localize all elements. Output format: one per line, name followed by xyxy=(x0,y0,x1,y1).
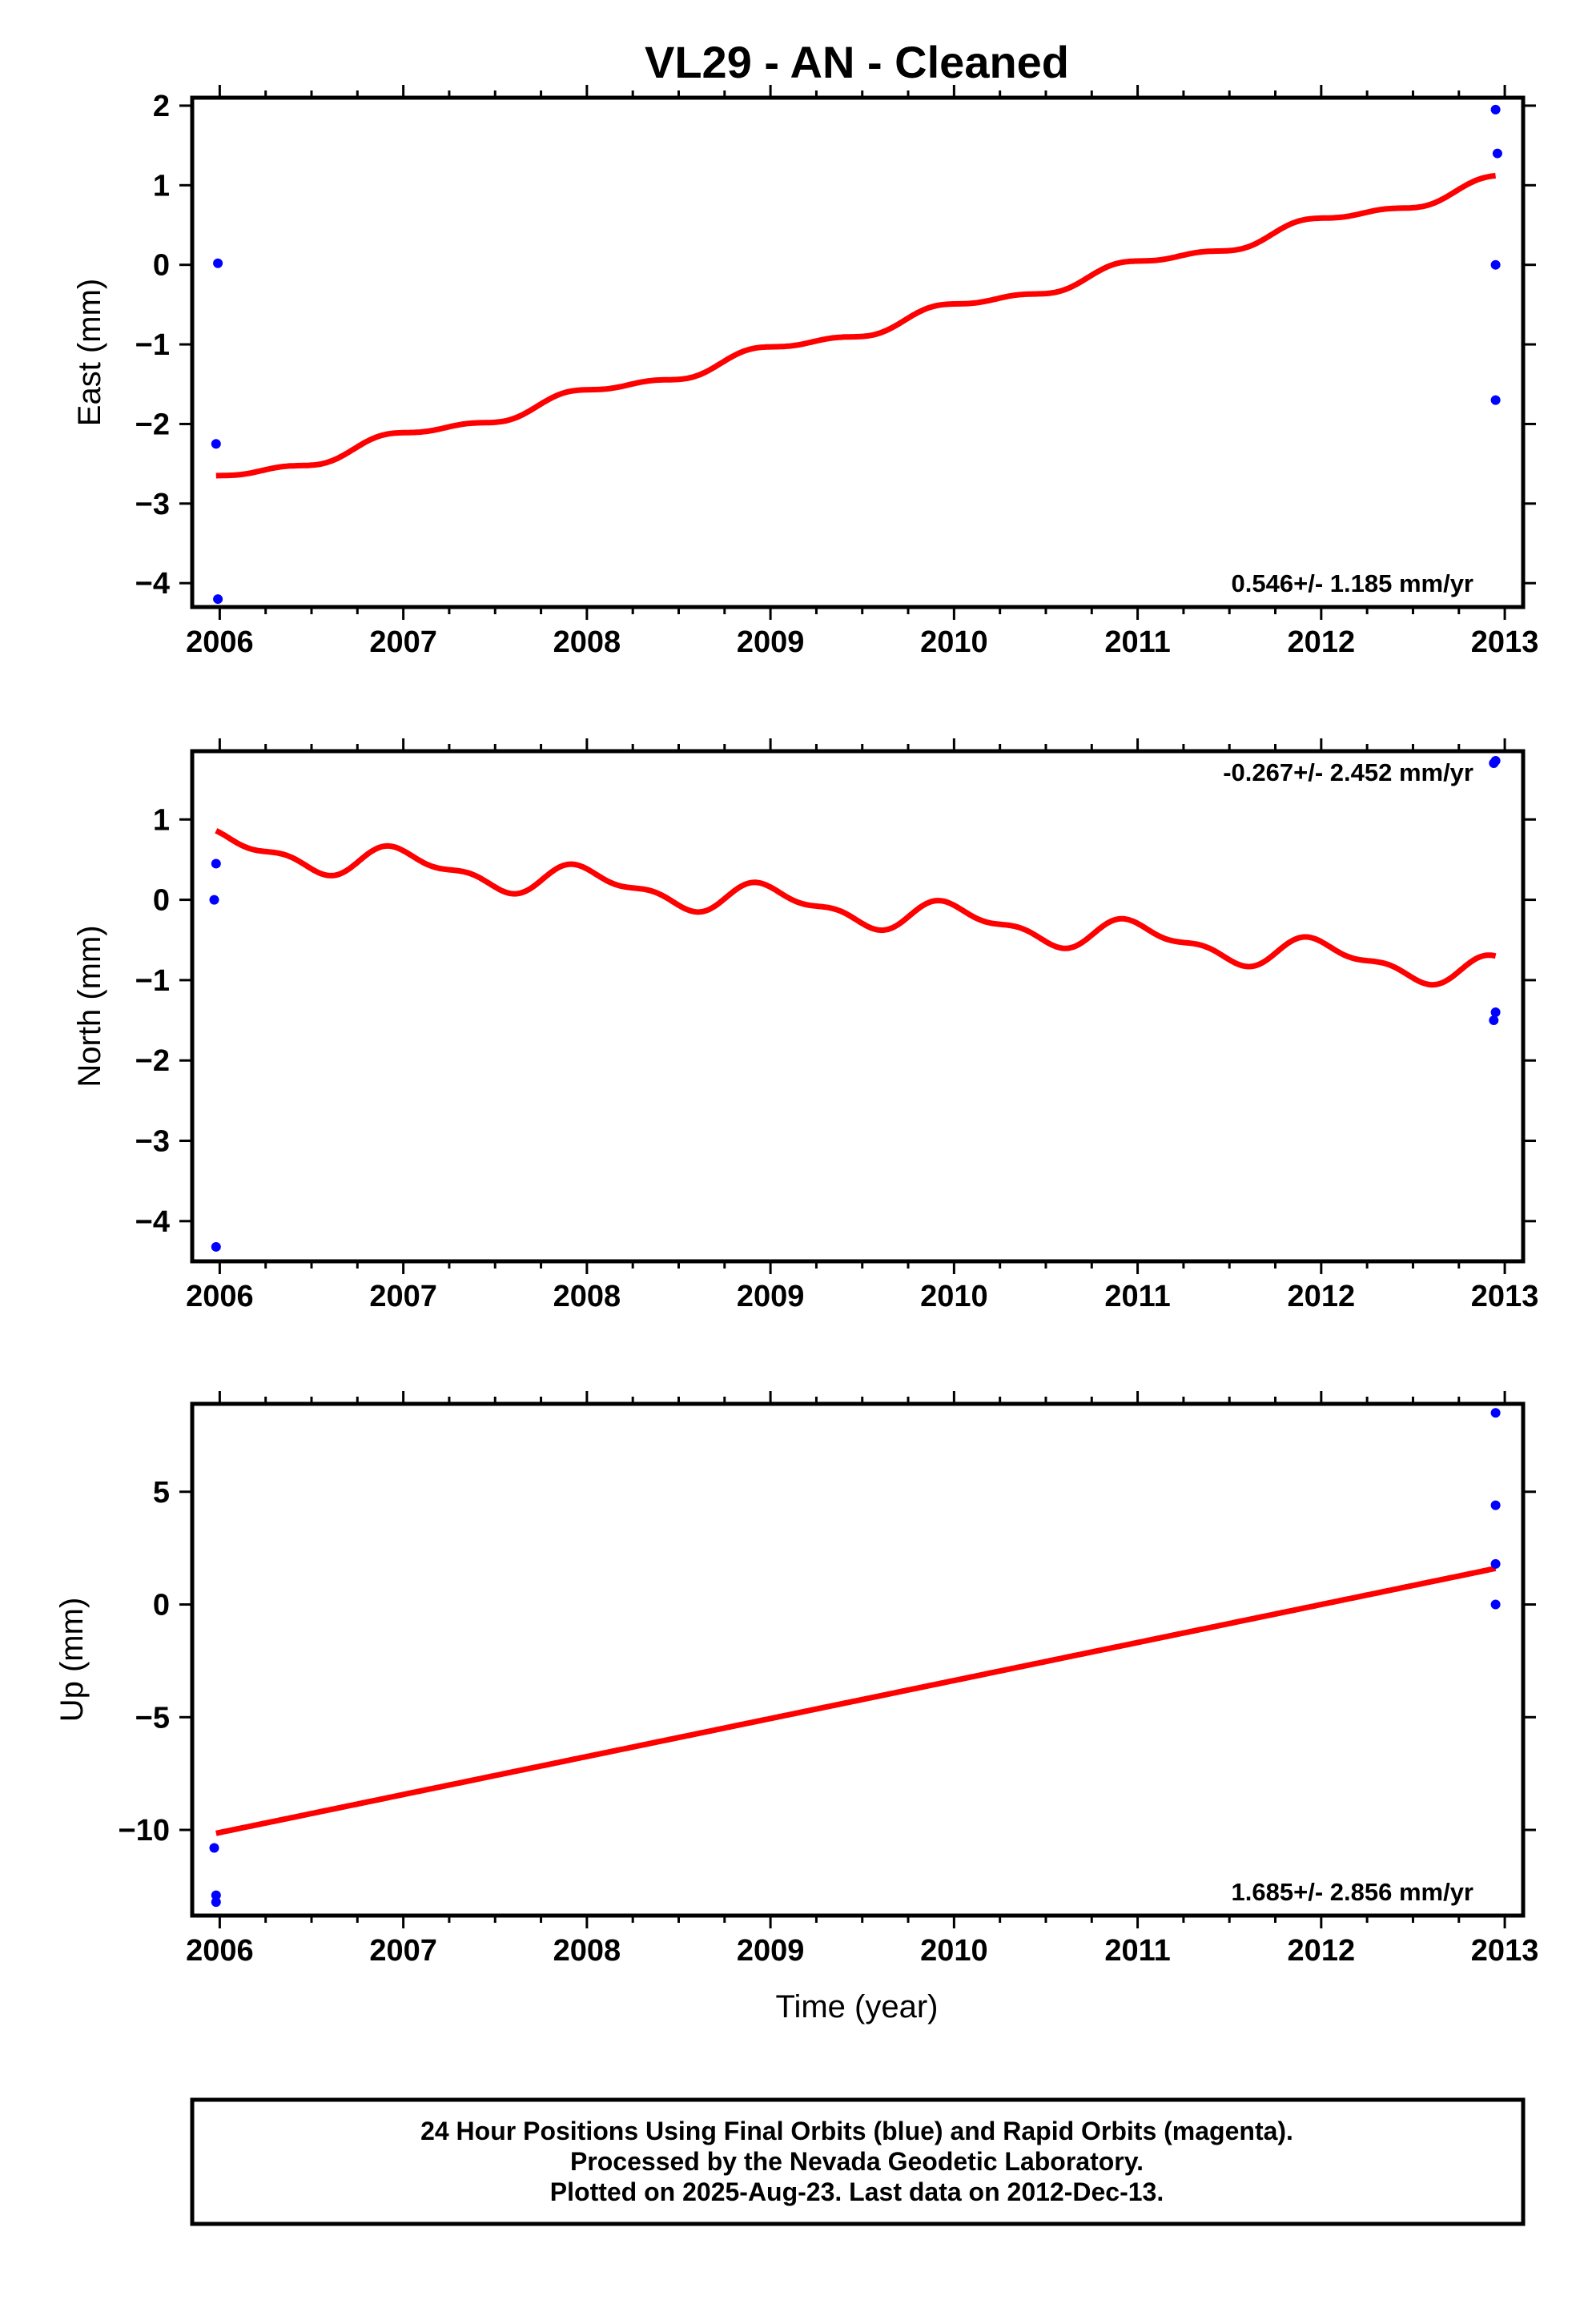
up-x-tick-label: 2011 xyxy=(1104,1934,1170,1968)
north-y-tick-label: −2 xyxy=(135,1044,170,1078)
north-y-tick-label: −4 xyxy=(135,1205,170,1239)
east-x-tick-label: 2007 xyxy=(369,625,437,659)
up-y-tick-label: −5 xyxy=(135,1701,170,1735)
up-data-point xyxy=(1490,1408,1501,1418)
east-x-tick-label: 2013 xyxy=(1471,625,1539,659)
east-data-point xyxy=(1490,395,1501,405)
up-y-tick-label: 5 xyxy=(153,1476,170,1510)
north-data-point xyxy=(211,1241,221,1252)
east-x-tick-label: 2006 xyxy=(186,625,254,659)
x-axis-label: Time (year) xyxy=(776,1989,939,2024)
up-y-tick-label: 0 xyxy=(153,1589,170,1622)
north-x-tick-label: 2008 xyxy=(553,1280,621,1313)
north-x-tick-label: 2012 xyxy=(1288,1280,1356,1313)
north-data-point xyxy=(1489,758,1499,769)
up-data-point xyxy=(1490,1500,1501,1510)
up-data-point xyxy=(211,1890,221,1900)
north-model-line xyxy=(215,828,1497,988)
north-plot-frame xyxy=(190,749,1526,1264)
east-plot-frame xyxy=(190,95,1526,609)
east-data-point xyxy=(211,439,221,449)
east-y-tick-label: 2 xyxy=(153,90,170,123)
footer-line-2: Processed by the Nevada Geodetic Laborat… xyxy=(570,2147,1144,2176)
up-x-tick-label: 2008 xyxy=(553,1934,621,1968)
east-x-tick-label: 2012 xyxy=(1288,625,1356,659)
north-y-tick-label: 1 xyxy=(153,803,170,837)
east-data-point xyxy=(1490,259,1501,270)
north-data-point xyxy=(211,858,221,869)
up-x-tick-label: 2013 xyxy=(1471,1934,1539,1968)
panels: 2006 2007 2008 2009 2010 2011 2012 2013−4−3−2−1… xyxy=(54,85,1538,1968)
east-y-axis-label: East (mm) xyxy=(72,279,107,426)
up-x-tick-label: 2010 xyxy=(920,1934,988,1968)
footer-box xyxy=(190,2097,1526,2226)
north-x-tick-label: 2010 xyxy=(920,1280,988,1313)
north-x-tick-label: 2013 xyxy=(1471,1280,1539,1313)
east-x-tick-label: 2010 xyxy=(920,625,988,659)
east-y-tick-label: −4 xyxy=(135,567,170,601)
east-y-tick-label: −3 xyxy=(135,488,170,521)
east-panel: 2006 2007 2008 2009 2010 2011 2012 2013 −4 −3 −2 −1… xyxy=(72,85,1538,659)
east-data-point xyxy=(213,594,223,605)
north-panel: 2006 2007 2008 2009 2010 2011 2012 2013 −4 −3 −2 −1… xyxy=(72,738,1538,1313)
up-rate-label: 1.685+/- 2.856 mm/yr xyxy=(1232,1878,1473,1906)
up-data-point xyxy=(1490,1599,1501,1610)
east-data-point xyxy=(1492,148,1502,159)
north-y-axis-label: North (mm) xyxy=(72,925,107,1087)
up-panel: 2006 2007 2008 2009 2010 2011 2012 2013 −10 −5 0 5 U… xyxy=(54,1391,1538,1968)
footer-line-3: Plotted on 2025-Aug-23. Last data on 201… xyxy=(550,2177,1164,2206)
east-data-point xyxy=(213,258,223,268)
east-rate-label: 0.546+/- 1.185 mm/yr xyxy=(1232,569,1473,597)
up-data-point xyxy=(211,1897,221,1908)
north-x-tick-label: 2007 xyxy=(369,1280,437,1313)
up-plot-frame xyxy=(190,1401,1526,1918)
east-y-tick-label: −2 xyxy=(135,408,170,441)
north-data-point xyxy=(209,895,219,905)
east-y-tick-label: 1 xyxy=(153,169,170,203)
east-x-tick-label: 2009 xyxy=(737,625,805,659)
up-x-tick-label: 2006 xyxy=(186,1934,254,1968)
north-x-tick-label: 2006 xyxy=(186,1280,254,1313)
north-data-point xyxy=(1489,1015,1499,1026)
north-y-tick-label: −3 xyxy=(135,1125,170,1159)
up-x-tick-label: 2009 xyxy=(737,1934,805,1968)
up-model-line xyxy=(215,1566,1497,1836)
north-rate-label: -0.267+/- 2.452 mm/yr xyxy=(1223,758,1473,786)
east-x-tick-label: 2011 xyxy=(1104,625,1170,659)
footer-line-1: 24 Hour Positions Using Final Orbits (bl… xyxy=(420,2117,1293,2145)
up-x-tick-label: 2012 xyxy=(1288,1934,1356,1968)
up-y-axis-label: Up (mm) xyxy=(54,1598,90,1723)
figure-title: VL29 - AN - Cleaned xyxy=(645,37,1069,87)
north-x-tick-label: 2009 xyxy=(737,1280,805,1313)
north-y-tick-label: −1 xyxy=(135,964,170,998)
east-y-tick-label: −1 xyxy=(135,328,170,362)
up-x-tick-label: 2007 xyxy=(369,1934,437,1968)
east-model-line xyxy=(215,172,1497,479)
east-y-tick-label: 0 xyxy=(153,249,170,283)
north-x-tick-label: 2011 xyxy=(1104,1280,1170,1313)
north-y-tick-label: 0 xyxy=(153,884,170,918)
up-data-point xyxy=(209,1843,219,1853)
east-x-tick-label: 2008 xyxy=(553,625,621,659)
up-y-tick-label: −10 xyxy=(119,1814,170,1848)
north-data-point xyxy=(1490,1007,1501,1018)
up-data-point xyxy=(1490,1558,1501,1569)
east-data-point xyxy=(1490,104,1501,115)
